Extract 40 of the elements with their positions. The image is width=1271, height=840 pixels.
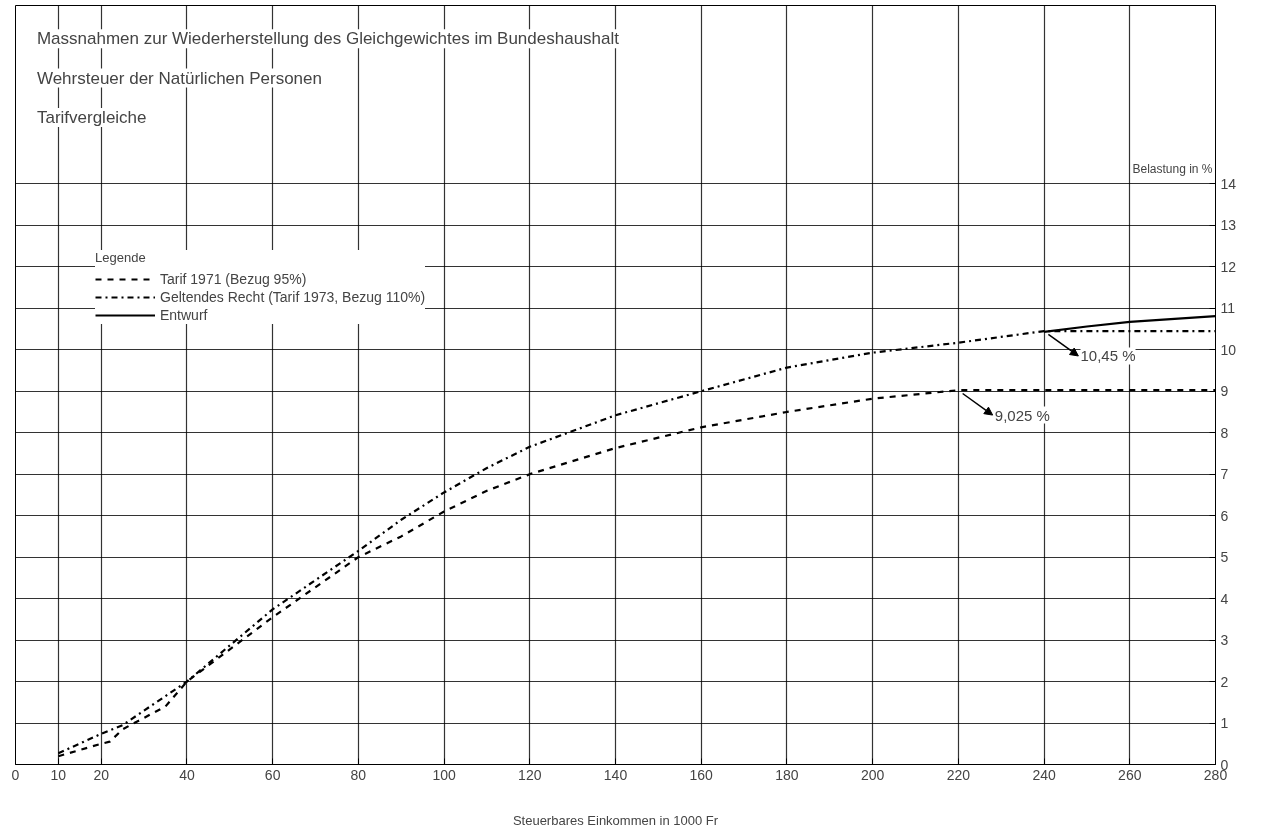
x-tick-label: 120 (518, 766, 542, 783)
x-tick-label: 180 (775, 766, 799, 783)
y-axis-title: Belastung in % (1132, 161, 1213, 176)
y-tick-label: 14 (1220, 175, 1237, 192)
x-tick-label: 80 (350, 766, 367, 783)
legend-label: Geltendes Recht (Tarif 1973, Bezug 110%) (160, 288, 426, 306)
x-tick-label: 200 (860, 766, 885, 783)
y-tick-label: 4 (1220, 590, 1229, 607)
x-tick-label: 40 (179, 766, 195, 783)
text: Massnahmen zur Wiederherstellung des Gleichgewichtes im Bundeshaushalt (36, 29, 620, 49)
y-tick-label: 5 (1220, 549, 1229, 566)
x-tick-label: 10 (50, 766, 67, 783)
legend-label: Tarif 1971 (Bezug 95%) (160, 270, 307, 288)
x-tick-label: 0 (11, 766, 20, 783)
x-tick-label: 260 (1118, 766, 1142, 783)
text: Wehrsteuer der Natürlichen Personen (36, 68, 322, 88)
x-tick-label: 220 (946, 766, 971, 783)
y-tick-label: 2 (1220, 673, 1229, 690)
x-axis-title: Steuerbares Einkommen in 1000 Fr (512, 812, 719, 828)
x-tick-label: 60 (264, 766, 281, 783)
legend-label: Entwurf (160, 306, 208, 324)
y-tick-label: 9 (1220, 383, 1229, 400)
y-tick-label: 8 (1220, 424, 1229, 441)
x-tick-label: 100 (432, 766, 456, 783)
annotation: Tarifvergleiche (36, 107, 147, 127)
y-tick-label: 13 (1220, 217, 1237, 234)
y-tick-label: 6 (1220, 507, 1229, 524)
y-tick-label: 10 (1220, 341, 1237, 358)
y-tick-label: 1 (1220, 715, 1229, 732)
y-tick-label: 11 (1220, 300, 1236, 317)
x-tick-label: 140 (603, 766, 628, 783)
annotation: 10,45 % (1080, 347, 1136, 365)
annotation: 9,025 % (994, 406, 1050, 424)
legend-title: Legende (95, 250, 147, 265)
y-tick-label: 12 (1220, 258, 1237, 275)
y-tick-label: 3 (1220, 632, 1229, 649)
y-tick-label: 7 (1220, 466, 1229, 483)
x-tick-label: 20 (93, 766, 110, 783)
x-tick-label: 240 (1032, 766, 1056, 783)
x-tick-label: 160 (689, 766, 714, 783)
